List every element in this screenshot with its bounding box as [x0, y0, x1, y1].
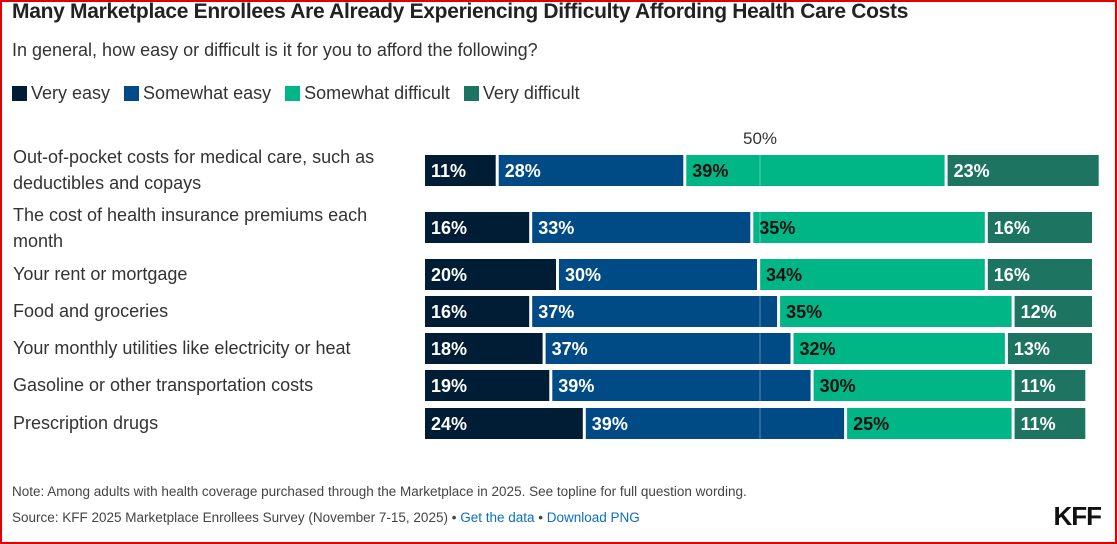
data-label: 13%	[1014, 339, 1050, 359]
bar-segment	[425, 408, 583, 439]
chart-subtitle: In general, how easy or difficult is it …	[12, 40, 538, 60]
bar-segment	[1007, 333, 1092, 364]
chart-title: Many Marketplace Enrollees Are Already E…	[12, 0, 909, 23]
bar-segment	[847, 408, 1012, 439]
category-label: The cost of health insurance premiums ea…	[13, 205, 368, 251]
data-label: 16%	[994, 218, 1030, 238]
data-label: 25%	[853, 414, 889, 434]
bar-segment	[686, 155, 945, 186]
data-label: 39%	[692, 161, 728, 181]
bar-segment	[425, 333, 543, 364]
separator: •	[447, 510, 461, 525]
bar-segment	[753, 212, 985, 243]
reference-line-label: 50%	[743, 129, 777, 148]
data-label: 16%	[431, 302, 467, 322]
data-label: 39%	[558, 376, 594, 396]
legend-item-somewhat-difficult: Somewhat difficult	[285, 83, 450, 104]
category-label: Food and groceries	[13, 301, 169, 321]
data-label: 11%	[1021, 414, 1056, 434]
bar-segment	[1014, 408, 1086, 439]
legend-item-very-easy: Very easy	[12, 83, 110, 104]
bar-segment	[793, 333, 1005, 364]
legend-label: Very easy	[31, 83, 111, 103]
data-label: 34%	[766, 265, 802, 285]
data-label: 33%	[538, 218, 574, 238]
bar-segment	[532, 212, 751, 243]
source-text: Source: KFF 2025 Marketplace Enrollees S…	[12, 510, 448, 525]
legend-item-somewhat-easy: Somewhat easy	[124, 83, 271, 104]
data-label: 16%	[431, 218, 467, 238]
bar-segment	[425, 259, 556, 290]
legend-swatch	[285, 86, 301, 101]
legend: Very easy Somewhat easy Somewhat difficu…	[12, 83, 580, 104]
source-line: Source: KFF 2025 Marketplace Enrollees S…	[12, 510, 640, 525]
data-label: 37%	[552, 339, 588, 359]
data-label: 28%	[505, 161, 541, 181]
bar-segment	[947, 155, 1099, 186]
data-label: 19%	[431, 376, 467, 396]
data-label: 30%	[820, 376, 856, 396]
legend-swatch	[12, 86, 27, 101]
data-label: 35%	[759, 218, 795, 238]
data-label: 35%	[786, 302, 822, 322]
bar-segment	[425, 155, 496, 186]
get-data-link[interactable]: Get the data	[460, 510, 535, 525]
bar-segment	[425, 296, 530, 327]
kff-logo: KFF	[1053, 501, 1102, 531]
data-label: 30%	[565, 265, 601, 285]
category-label: Prescription drugs	[13, 413, 159, 433]
data-label: 11%	[431, 161, 466, 181]
bar-segment	[1014, 296, 1092, 327]
separator: •	[534, 510, 547, 525]
data-label: 24%	[431, 414, 467, 434]
category-label: Gasoline or other transportation costs	[13, 375, 314, 395]
data-label: 32%	[800, 339, 836, 359]
data-label: 12%	[1021, 302, 1057, 322]
bar-segment	[585, 408, 845, 439]
data-label: 37%	[538, 302, 574, 322]
legend-label: Somewhat easy	[143, 83, 272, 103]
bar-segment	[552, 370, 811, 401]
bar-segment	[813, 370, 1012, 401]
legend-item-very-difficult: Very difficult	[463, 83, 580, 104]
category-label: Out-of-pocket costs for medical care, su…	[13, 147, 375, 193]
data-label: 16%	[994, 265, 1030, 285]
footnote: Note: Among adults with health coverage …	[12, 484, 747, 499]
legend-swatch	[124, 86, 140, 101]
category-label: Your rent or mortgage	[13, 264, 188, 284]
bar-segment	[760, 259, 985, 290]
data-label: 11%	[1021, 376, 1056, 396]
legend-label: Very difficult	[482, 83, 580, 103]
bar-segment	[425, 370, 550, 401]
download-png-link[interactable]: Download PNG	[546, 510, 640, 525]
bar-segment	[1014, 370, 1086, 401]
bar-segment	[545, 333, 791, 364]
bar-segment	[987, 259, 1092, 290]
category-label: Your monthly utilities like electricity …	[13, 338, 351, 358]
bar-segment	[532, 296, 778, 327]
bar-segment	[780, 296, 1012, 327]
bar-segment	[987, 212, 1092, 243]
bar-segment	[559, 259, 757, 290]
data-label: 39%	[592, 414, 628, 434]
data-label: 23%	[954, 161, 990, 181]
legend-swatch	[463, 86, 479, 101]
data-label: 18%	[431, 339, 467, 359]
data-label: 20%	[431, 265, 467, 285]
bar-segment	[425, 212, 530, 243]
bar-segment	[498, 155, 684, 186]
legend-label: Somewhat difficult	[304, 83, 450, 103]
